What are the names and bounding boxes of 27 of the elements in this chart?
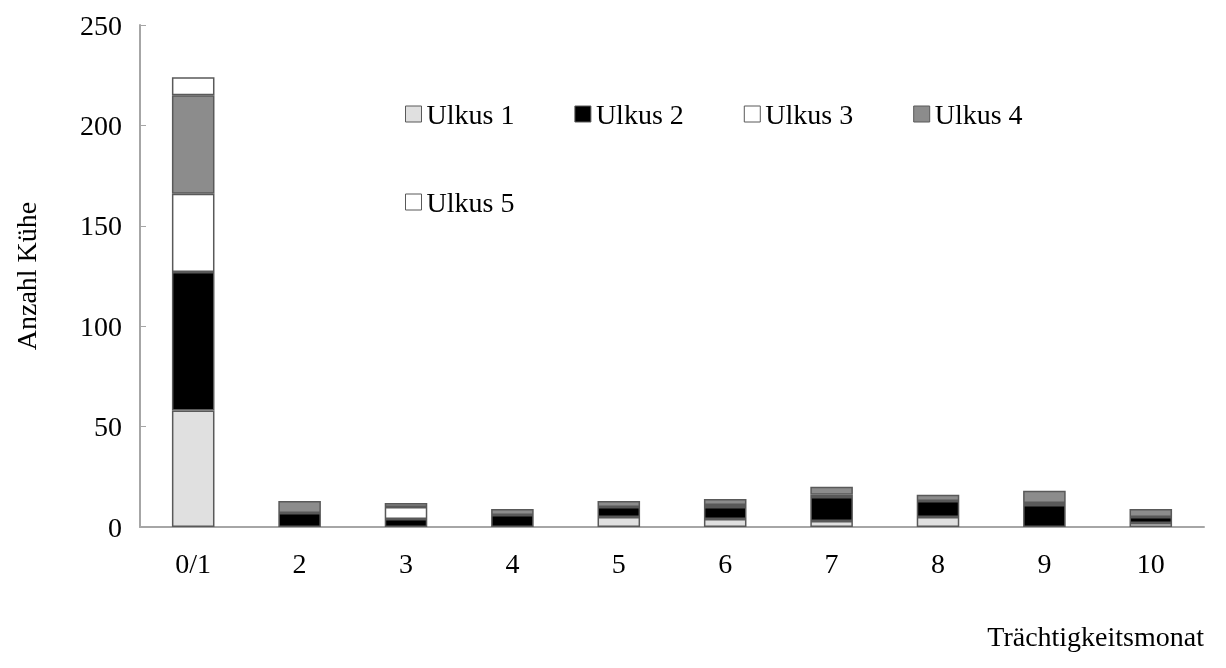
bar	[810, 486, 853, 495]
bar	[1023, 504, 1066, 527]
x-tick-label: 7	[824, 547, 839, 579]
legend-label: Ulkus 5	[426, 186, 515, 218]
x-tick-label: 6	[718, 547, 733, 579]
y-axis-title: Anzahl Kühe	[10, 201, 42, 351]
y-tick-label: 150	[80, 210, 122, 242]
x-tick-label: 3	[399, 547, 413, 579]
bar	[703, 498, 747, 505]
x-tick-label: 8	[931, 547, 945, 579]
y-tick-label: 250	[80, 9, 122, 41]
x-tick-label: 2	[292, 547, 307, 579]
legend-label: Ulkus 4	[934, 98, 1023, 130]
x-tick-label: 9	[1037, 547, 1052, 579]
legend-label: Ulkus 2	[595, 98, 684, 130]
legend-label: Ulkus 1	[426, 98, 515, 130]
x-tick-label: 10	[1136, 547, 1165, 579]
x-axis-title: Trächtigkeitsmonat	[987, 620, 1205, 652]
y-tick-label: 0	[108, 511, 122, 543]
y-tick-label: 100	[80, 310, 122, 342]
y-tick-label: 200	[80, 109, 122, 141]
x-tick-label: 4	[505, 547, 520, 579]
x-tick-label: 5	[611, 547, 626, 579]
bar	[1023, 490, 1066, 503]
legend-label: Ulkus 3	[765, 98, 854, 130]
y-tick-label: 50	[94, 411, 122, 443]
x-tick-label: 0/1	[175, 547, 212, 579]
